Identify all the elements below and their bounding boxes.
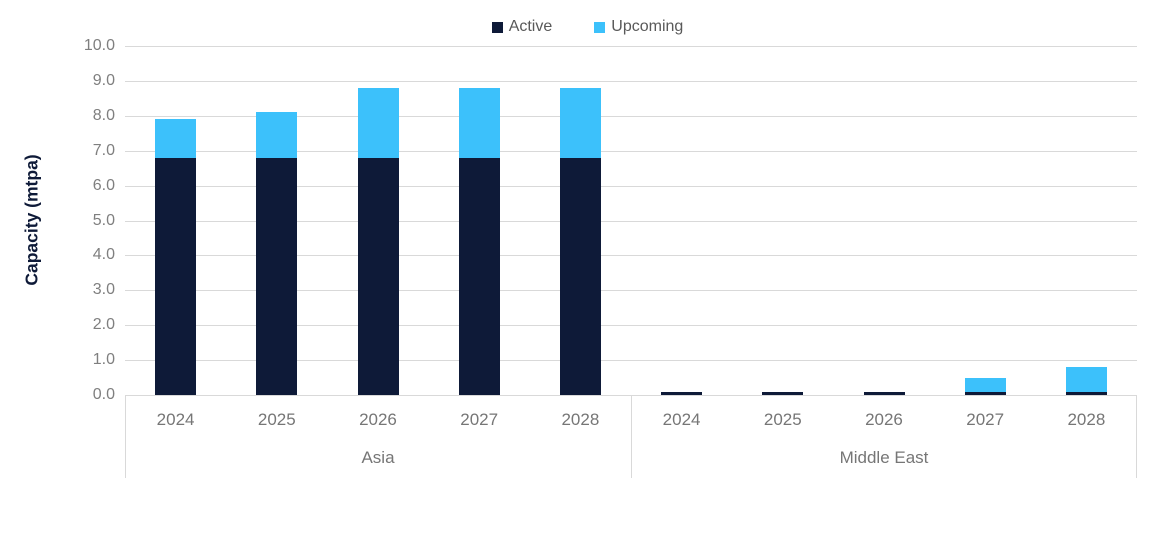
bar-segment-active xyxy=(256,157,298,395)
x-tick-label: 2027 xyxy=(966,410,1005,429)
y-tick-label: 2.0 xyxy=(92,316,115,334)
y-tick-label: 4.0 xyxy=(92,246,115,264)
legend-item-active: Active xyxy=(491,18,553,36)
bar-segment-active xyxy=(863,391,905,395)
plot-area xyxy=(125,46,1137,396)
y-tick-label: 6.0 xyxy=(92,176,115,194)
x-tick-label: 2028 xyxy=(561,410,600,429)
gridline xyxy=(125,150,1137,152)
bar-segment-upcoming xyxy=(458,87,500,158)
bar-segment-upcoming xyxy=(964,377,1006,392)
bar-segment-active xyxy=(661,391,703,395)
bar-segment-upcoming xyxy=(357,87,399,158)
x-tick-label: 2027 xyxy=(460,410,499,429)
x-tick-label: 2024 xyxy=(156,410,195,429)
gridline xyxy=(125,325,1137,327)
gridline xyxy=(125,290,1137,292)
legend-item-upcoming: Upcoming xyxy=(594,18,683,36)
y-axis-title: Capacity (mtpa) xyxy=(21,154,42,286)
y-tick-label: 7.0 xyxy=(92,141,115,159)
x-axis: 2024 2025 2026 2027 2028 Asia 2024 2025 2026 2027… xyxy=(125,395,1137,478)
gridline xyxy=(125,255,1137,257)
bar-segment-upcoming xyxy=(256,112,298,158)
group-label: Asia xyxy=(361,448,395,467)
group-separator xyxy=(1136,395,1137,478)
group-separator xyxy=(125,395,126,478)
x-tick-label: 2028 xyxy=(1067,410,1106,429)
gridline xyxy=(125,185,1137,187)
y-tick-label: 1.0 xyxy=(92,351,115,369)
legend-label: Active xyxy=(508,18,553,35)
bar-segment-active xyxy=(964,391,1006,395)
legend-swatch-icon xyxy=(594,21,606,33)
group-separator xyxy=(631,395,632,478)
bar-segment-active xyxy=(1065,391,1107,395)
y-tick-label: 8.0 xyxy=(92,106,115,124)
bar-segment-upcoming xyxy=(155,119,197,158)
x-tick-label: 2025 xyxy=(257,410,296,429)
y-tick-label: 3.0 xyxy=(92,281,115,299)
gridline xyxy=(125,115,1137,117)
x-tick-label: 2026 xyxy=(865,410,903,429)
legend-label: Upcoming xyxy=(611,18,684,35)
gridline xyxy=(125,80,1137,82)
group-label: Middle East xyxy=(839,448,929,467)
bar-segment-active xyxy=(458,157,500,395)
x-tick-label: 2025 xyxy=(763,410,802,429)
chart-legend: Active Upcoming xyxy=(0,15,1175,39)
y-tick-label: 9.0 xyxy=(92,71,115,89)
gridline xyxy=(125,46,1137,47)
y-tick-label: 0.0 xyxy=(92,386,115,403)
bar-segment-upcoming xyxy=(559,87,601,158)
bar-segment-active xyxy=(762,391,804,395)
gridline xyxy=(125,360,1137,362)
x-tick-label: 2024 xyxy=(662,410,701,429)
bar-segment-active xyxy=(155,157,197,395)
bar-segment-active xyxy=(357,157,399,395)
y-tick-label: 5.0 xyxy=(92,211,115,229)
legend-swatch-icon xyxy=(491,21,503,33)
x-tick-label: 2026 xyxy=(359,410,397,429)
bar-segment-active xyxy=(559,157,601,395)
bar-segment-upcoming xyxy=(1065,367,1107,392)
y-tick-label: 10.0 xyxy=(83,37,115,54)
gridline xyxy=(125,220,1137,222)
